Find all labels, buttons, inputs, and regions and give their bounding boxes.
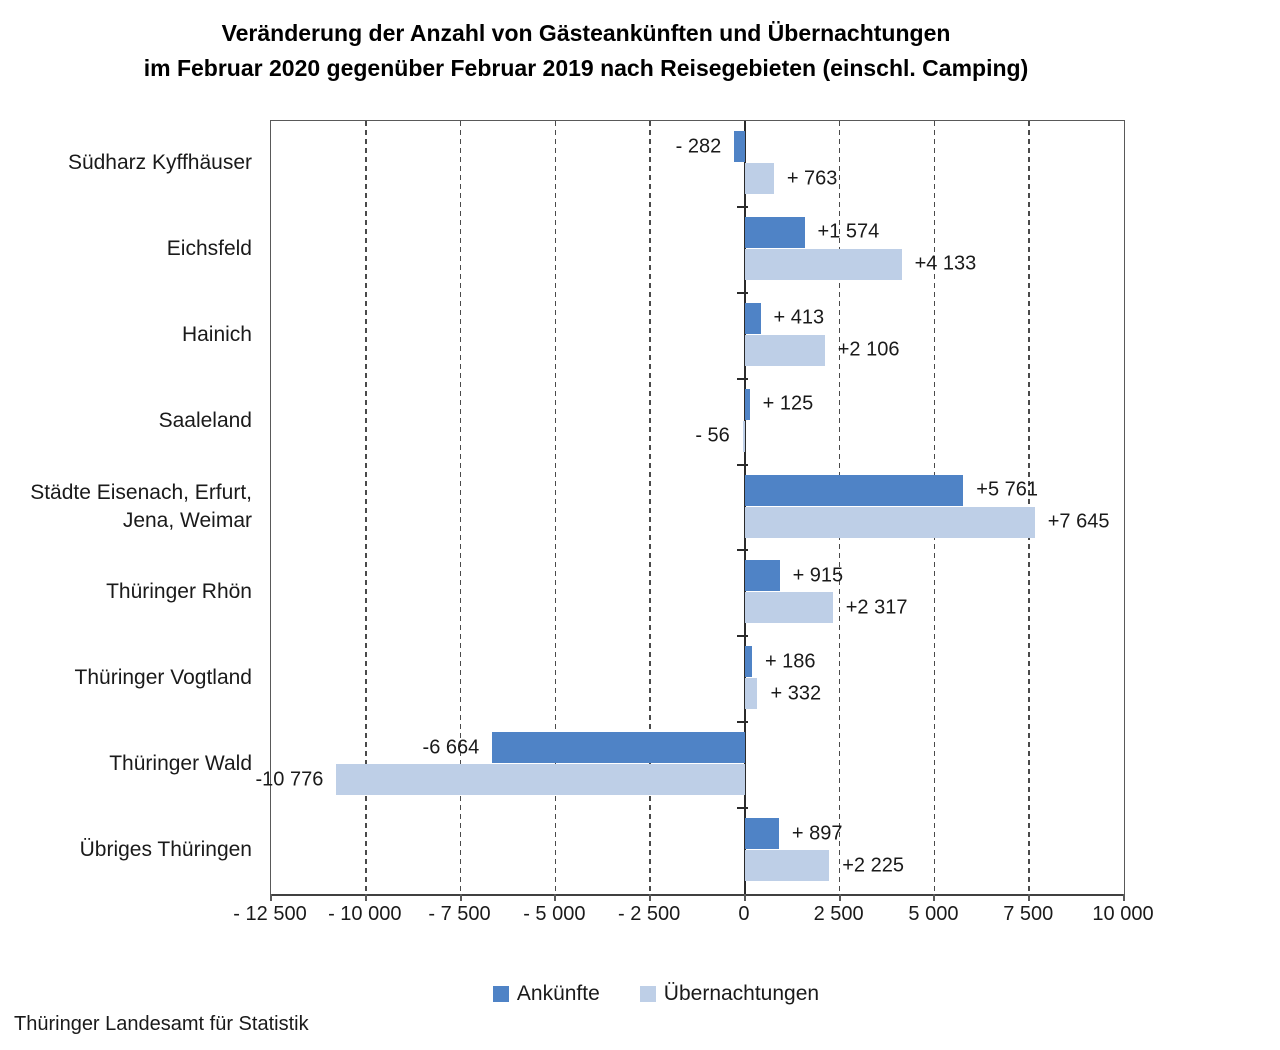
x-axis-tick-label: 7 500: [1003, 903, 1054, 925]
gridline: [649, 121, 651, 894]
category-axis-tick: [736, 549, 748, 552]
category-label: Thüringer Vogtland: [74, 666, 252, 690]
bar-uebernachtungen: [336, 764, 745, 796]
category-axis-tick: [736, 463, 748, 466]
x-axis-tick: [1123, 894, 1125, 901]
source-note: Thüringer Landesamt für Statistik: [14, 1013, 309, 1035]
bar-uebernachtungen: [744, 506, 1035, 538]
value-label: + 897: [791, 822, 843, 845]
bar-ankuenfte: [744, 302, 761, 334]
gridline: [459, 121, 462, 894]
value-axis-labels: - 12 500 - 10 000 - 7 500 - 5 000 - 2 500 0 2 …: [233, 903, 1153, 931]
value-label: +2 317: [845, 596, 908, 619]
x-axis-tick-label: 2 500: [813, 903, 864, 925]
x-axis-tick: [838, 894, 841, 901]
value-label: - 56: [695, 424, 730, 447]
legend: Ankünfte Übernachtungen: [32, 982, 1280, 1006]
category-label: Südharz Kyffhäuser: [67, 150, 252, 174]
x-axis-tick-label: - 2 500: [617, 903, 681, 925]
bar-uebernachtungen: [744, 850, 830, 882]
category-axis-tick: [736, 291, 748, 294]
category-axis-tick: [736, 205, 748, 208]
bar-ankuenfte: [744, 560, 780, 592]
chart-title-line2: im Februar 2020 gegenüber Februar 2019 n…: [143, 55, 1029, 81]
legend-swatch-ankuenfte-icon: [492, 986, 509, 1002]
category-label: Städte Eisenach, Erfurt, Jena, Weimar: [30, 480, 252, 532]
bar-uebernachtungen: [744, 163, 774, 194]
x-axis-tick-label: - 7 500: [428, 903, 491, 925]
value-label: +7 645: [1047, 510, 1110, 533]
value-label: +2 106: [837, 338, 900, 361]
value-label: + 186: [764, 650, 816, 673]
value-label: + 413: [773, 306, 825, 329]
category-label: Thüringer Wald: [109, 752, 252, 776]
bar-ankuenfte: [744, 646, 752, 678]
category-label: Eichsfeld: [166, 236, 252, 260]
category-axis-tick: [736, 807, 748, 810]
category-label: Übriges Thüringen: [79, 838, 252, 862]
bar-ankuenfte: [744, 474, 964, 506]
x-axis-tick: [1028, 894, 1031, 901]
category-axis-tick: [736, 377, 748, 380]
bar-ankuenfte: [744, 388, 750, 420]
bar-ankuenfte: [744, 216, 805, 248]
value-label: + 915: [792, 564, 844, 587]
gridline: [365, 121, 367, 894]
bar-uebernachtungen: [742, 420, 745, 452]
bar-ankuenfte: [734, 131, 745, 162]
x-axis-tick: [459, 894, 462, 901]
x-axis-tick: [933, 894, 936, 901]
category-axis-labels: Südharz Kyffhäuser Eichsfeld Hainich Saalel…: [0, 120, 252, 893]
x-axis-tick: [364, 894, 367, 901]
plot-area: - 282 +1 574 + 413 + 125 +5 761 + 915 + 186 -6 …: [256, 120, 1125, 901]
value-label: + 125: [762, 392, 814, 415]
category-label: Thüringer Rhön: [106, 580, 252, 604]
bar-uebernachtungen: [744, 248, 902, 280]
bar-ankuenfte: [744, 818, 779, 850]
gridline: [554, 121, 557, 894]
x-axis-tick: [649, 894, 652, 901]
bar-uebernachtungen: [744, 334, 825, 366]
x-axis-tick-label: - 5 000: [523, 903, 586, 925]
x-axis-tick: [554, 894, 557, 901]
x-axis-tick-label: - 10 000: [328, 903, 402, 925]
value-label: + 332: [770, 682, 822, 705]
category-label: Saaleland: [158, 408, 252, 432]
value-label: +4 133: [914, 252, 977, 275]
value-label: +5 761: [976, 478, 1039, 501]
x-axis-tick-label: 0: [738, 903, 750, 925]
legend-item-ankuenfte: Ankünfte: [492, 982, 600, 1006]
legend-swatch-uebernachtungen-icon: [639, 986, 656, 1002]
category-axis-tick: [736, 721, 748, 724]
x-axis-tick-label: 10 000: [1092, 903, 1154, 925]
chart-title-line1: Veränderung der Anzahl von Gästeankünfte…: [221, 20, 951, 46]
bar-uebernachtungen: [744, 592, 833, 624]
value-label: - 282: [675, 135, 722, 157]
x-axis-tick: [270, 894, 272, 901]
x-axis-tick-label: 5 000: [908, 903, 959, 925]
value-label: + 763: [786, 167, 838, 189]
bar-ankuenfte: [492, 732, 745, 764]
chart-title: Veränderung der Anzahl von Gästeankünfte…: [0, 16, 1172, 86]
value-label: -6 664: [422, 736, 480, 759]
value-label: +1 574: [817, 220, 880, 243]
legend-label-uebernachtungen: Übernachtungen: [663, 982, 820, 1005]
legend-label-ankuenfte: Ankünfte: [516, 982, 600, 1005]
category-axis-tick: [736, 635, 748, 638]
legend-item-uebernachtungen: Übernachtungen: [639, 982, 820, 1006]
bar-uebernachtungen: [744, 678, 758, 710]
value-label: +2 225: [842, 854, 904, 877]
category-label: Hainich: [181, 322, 252, 346]
x-axis-tick-label: - 12 500: [233, 903, 307, 925]
value-label: -10 776: [255, 768, 324, 791]
x-axis-tick: [743, 894, 746, 901]
